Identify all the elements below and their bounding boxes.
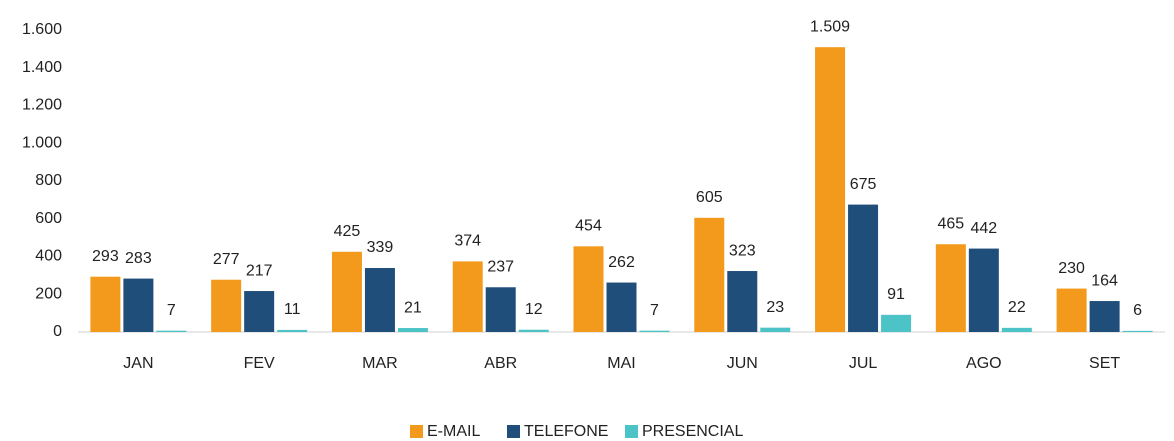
bar [694, 217, 725, 332]
legend-swatch [410, 425, 423, 438]
x-tick-label: AGO [966, 355, 1002, 372]
data-label: 283 [125, 250, 152, 267]
bar [123, 278, 154, 332]
data-label: 237 [487, 258, 514, 275]
data-label: 425 [334, 223, 361, 240]
bar [1089, 301, 1120, 332]
bar [485, 287, 516, 332]
bar [935, 244, 966, 332]
bar [848, 204, 879, 332]
y-tick-label: 1.600 [22, 21, 62, 38]
bar [397, 328, 428, 332]
bar [90, 276, 121, 332]
bar [244, 291, 275, 332]
bar [364, 268, 395, 332]
bar [452, 261, 483, 332]
data-label: 675 [850, 176, 877, 193]
bar [331, 251, 362, 332]
data-label: 217 [246, 262, 273, 279]
data-label: 23 [766, 299, 784, 316]
data-label: 7 [167, 302, 176, 319]
legend-label: TELEFONE [524, 423, 608, 440]
bar [1056, 288, 1087, 332]
bar [1122, 330, 1153, 332]
data-label: 7 [650, 302, 659, 319]
bar [815, 47, 846, 333]
bar [606, 282, 637, 332]
y-tick-label: 400 [35, 248, 62, 265]
data-label: 6 [1133, 302, 1142, 319]
data-label: 164 [1091, 272, 1118, 289]
x-tick-label: MAR [362, 355, 398, 372]
data-label: 442 [970, 220, 997, 237]
x-tick-label: ABR [484, 355, 517, 372]
bar [211, 279, 242, 332]
bar [968, 248, 999, 332]
bar [277, 329, 308, 332]
bar [881, 314, 912, 332]
bar [760, 327, 791, 332]
data-label: 230 [1058, 260, 1085, 277]
data-label: 1.509 [810, 18, 850, 35]
bar [727, 271, 758, 332]
x-tick-label: FEV [244, 355, 275, 372]
bar [1001, 327, 1032, 332]
legend-label: E-MAIL [427, 423, 480, 440]
bar [518, 329, 549, 332]
data-label: 277 [213, 251, 240, 268]
data-label: 11 [284, 301, 301, 318]
y-tick-label: 1.400 [22, 59, 62, 76]
legend-swatch [625, 425, 638, 438]
data-label: 374 [454, 233, 481, 250]
bar [573, 246, 604, 332]
bar [639, 330, 670, 332]
legend-swatch [507, 425, 520, 438]
data-label: 293 [92, 248, 119, 265]
data-label: 21 [404, 299, 422, 316]
y-tick-label: 1.200 [22, 97, 62, 114]
data-label: 339 [367, 239, 394, 256]
data-label: 22 [1008, 299, 1026, 316]
y-tick-label: 1.000 [22, 134, 62, 151]
y-tick-label: 200 [35, 285, 62, 302]
data-label: 323 [729, 242, 756, 259]
y-tick-label: 600 [35, 210, 62, 227]
data-label: 605 [696, 189, 723, 206]
x-tick-label: JAN [123, 355, 153, 372]
x-tick-label: SET [1089, 355, 1120, 372]
legend-label: PRESENCIAL [642, 423, 743, 440]
data-label: 454 [575, 218, 602, 235]
x-tick-label: JUL [849, 355, 878, 372]
x-tick-label: JUN [727, 355, 758, 372]
data-label: 91 [887, 286, 905, 303]
data-label: 262 [608, 254, 635, 271]
bar [156, 330, 187, 332]
y-tick-label: 0 [53, 323, 62, 340]
data-label: 465 [937, 215, 964, 232]
x-tick-label: MAI [607, 355, 635, 372]
y-tick-label: 800 [35, 172, 62, 189]
data-label: 12 [525, 301, 543, 318]
